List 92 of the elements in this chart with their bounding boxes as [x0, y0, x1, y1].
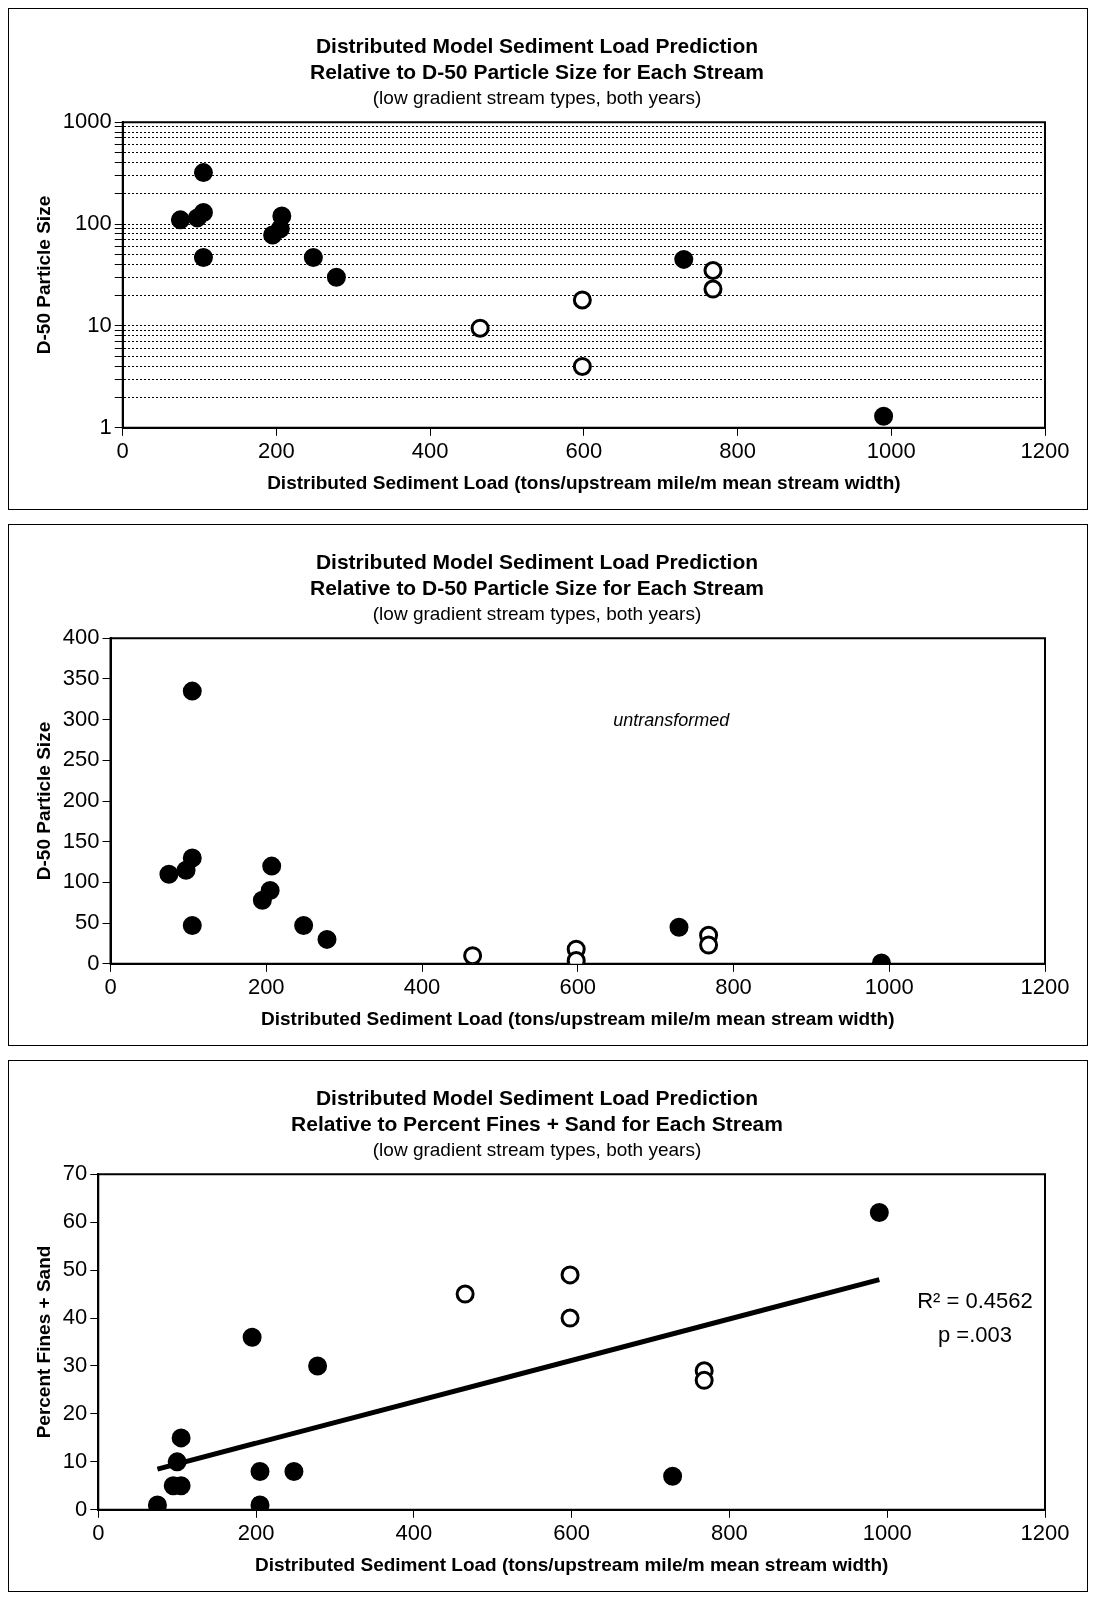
annotation: R² = 0.4562 — [917, 1288, 1033, 1314]
point — [182, 848, 202, 868]
point — [874, 406, 894, 426]
y-tick-label: 250 — [62, 746, 100, 772]
y-tick-label: 1000 — [62, 108, 112, 134]
y-axis-title: D-50 Particle Size — [32, 721, 54, 881]
point — [869, 1203, 889, 1223]
x-axis-title: Distributed Sediment Load (tons/upstream mile/m mean stream width) — [254, 1553, 889, 1575]
point — [182, 681, 202, 701]
point — [455, 1284, 475, 1304]
point — [694, 1370, 714, 1390]
point — [260, 881, 280, 901]
y-tick-label: 50 — [62, 1256, 88, 1282]
point — [284, 1461, 304, 1481]
x-tick-label: 1000 — [862, 1520, 912, 1546]
x-tick-label: 800 — [711, 1520, 748, 1546]
y-tick-label: 30 — [62, 1352, 88, 1378]
point — [167, 1452, 187, 1472]
y-tick-label: 60 — [62, 1208, 88, 1234]
y-tick-label: 50 — [75, 909, 100, 935]
point — [303, 247, 323, 267]
point — [193, 163, 213, 183]
x-tick-label: 600 — [553, 1520, 590, 1546]
point — [170, 210, 190, 230]
x-axis-title: Distributed Sediment Load (tons/upstream mile/m mean stream width) — [261, 1007, 895, 1029]
point — [572, 356, 592, 376]
y-tick-label: 100 — [62, 868, 100, 894]
point — [326, 267, 346, 287]
point — [699, 935, 719, 955]
x-tick-label: 1200 — [1020, 1520, 1070, 1546]
point — [272, 206, 292, 226]
y-tick-label: 1 — [99, 413, 112, 439]
point — [262, 856, 282, 876]
x-tick-label: 800 — [715, 974, 752, 1000]
x-tick-label: 400 — [403, 974, 441, 1000]
point — [193, 247, 213, 267]
y-tick-label: 350 — [62, 664, 100, 690]
y-tick-label: 40 — [62, 1304, 88, 1330]
x-tick-label: 0 — [116, 438, 129, 464]
point — [669, 917, 689, 937]
y-tick-label: 400 — [62, 624, 100, 650]
x-tick-label: 1200 — [1020, 974, 1070, 1000]
chart-subtitle: (low gradient stream types, both years) — [372, 603, 702, 625]
y-tick-label: 10 — [62, 1447, 88, 1473]
point — [159, 864, 179, 884]
x-tick-label: 800 — [719, 438, 756, 464]
y-tick-label: 100 — [75, 210, 112, 236]
point — [250, 1461, 270, 1481]
chart-subtitle: (low gradient stream types, both years) — [372, 1139, 702, 1161]
x-tick-label: 600 — [559, 974, 597, 1000]
x-tick-label: 200 — [258, 438, 295, 464]
point — [242, 1327, 262, 1347]
annotation: p =.003 — [937, 1322, 1013, 1348]
y-tick-label: 20 — [62, 1399, 88, 1425]
y-tick-label: 0 — [75, 1495, 88, 1521]
x-tick-label: 400 — [395, 1520, 433, 1546]
x-tick-label: 1000 — [866, 438, 916, 464]
x-tick-label: 600 — [565, 438, 603, 464]
point — [193, 202, 213, 222]
point — [317, 929, 337, 949]
x-axis-title: Distributed Sediment Load (tons/upstream mile/m mean stream width) — [267, 471, 901, 493]
y-tick-label: 10 — [87, 312, 112, 337]
y-tick-label: 70 — [62, 1160, 88, 1186]
y-axis-title: D-50 Particle Size — [32, 195, 54, 355]
chart-title: Distributed Model Sediment Load Prediction Relative to Percent Fines + Sand for Each Stream — [291, 1086, 783, 1135]
x-tick-label: 1200 — [1020, 438, 1070, 464]
y-axis-title: Percent Fines + Sand — [32, 1245, 54, 1439]
y-tick-label: 0 — [87, 949, 100, 975]
chart-subtitle: (low gradient stream types, both years) — [372, 87, 702, 109]
point — [560, 1308, 580, 1328]
y-tick-label: 200 — [62, 787, 100, 813]
x-tick-label: 200 — [247, 974, 285, 1000]
chart-title: Distributed Model Sediment Load Prediction Relative to D-50 Particle Size for Each Stream — [309, 34, 765, 83]
point — [703, 279, 723, 299]
chart-title: Distributed Model Sediment Load Prediction Relative to D-50 Particle Size for Each Stream — [309, 550, 765, 599]
y-tick-label: 300 — [62, 705, 100, 731]
point — [663, 1466, 683, 1486]
point — [572, 290, 592, 310]
point — [470, 318, 490, 338]
x-tick-label: 400 — [411, 438, 449, 464]
point — [560, 1265, 580, 1285]
x-tick-label: 200 — [237, 1520, 275, 1546]
annotation: untransformed — [613, 710, 731, 731]
point — [703, 261, 723, 281]
point — [463, 946, 483, 964]
point — [171, 1428, 191, 1448]
point — [308, 1356, 328, 1376]
point — [674, 249, 694, 269]
y-tick-label: 150 — [62, 827, 100, 853]
point — [294, 916, 314, 936]
x-tick-label: 1000 — [864, 974, 914, 1000]
point — [182, 916, 202, 936]
